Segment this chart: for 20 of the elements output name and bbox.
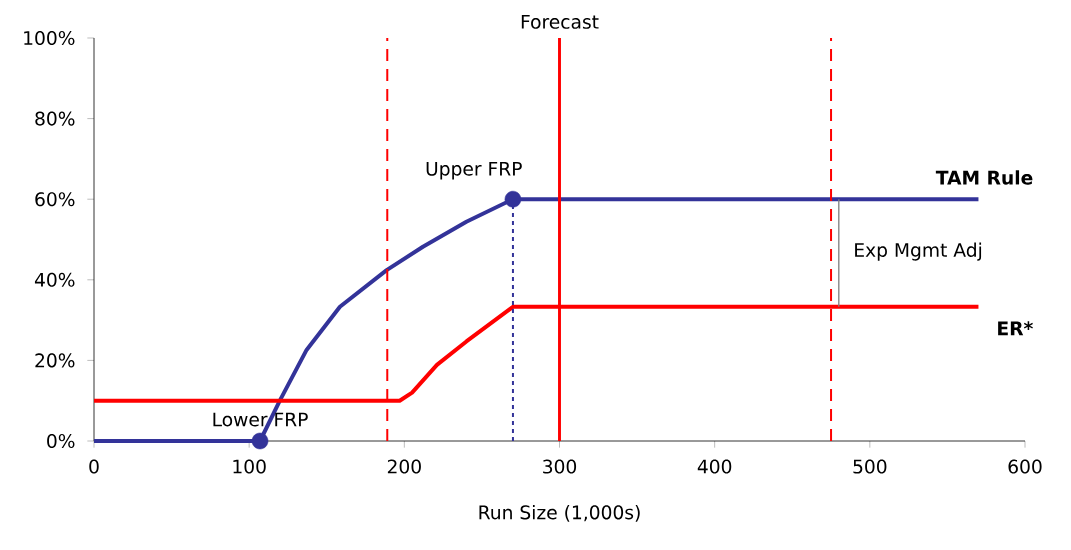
y-tick-label: 60% <box>35 192 75 207</box>
y-tick-label: 80% <box>35 111 75 126</box>
series-label: TAM Rule <box>935 170 1033 185</box>
y-tick-label: 100% <box>24 30 75 46</box>
x-tick-label: 500 <box>853 459 887 474</box>
x-tick-label: 600 <box>1008 459 1042 474</box>
x-tick-label: 400 <box>697 459 732 474</box>
x-tick-label: 0 <box>89 459 99 474</box>
annotation: Exp Mgmt Adj <box>855 242 982 261</box>
annotation: Upper FRP <box>426 161 522 180</box>
annotation: Lower FRP <box>213 412 308 427</box>
series-label: ER* <box>998 321 1033 336</box>
y-tick-label: 20% <box>35 353 75 368</box>
x-axis-title: Run Size (1,000s) <box>479 504 640 522</box>
y-tick-label: 40% <box>34 272 75 287</box>
x-tick-label: 100 <box>233 459 266 474</box>
x-tick-label: 200 <box>387 459 421 474</box>
y-tick-label: 0% <box>47 433 75 449</box>
x-tick-label: 300 <box>543 459 577 474</box>
ref-line-label: Forecast <box>521 14 599 29</box>
